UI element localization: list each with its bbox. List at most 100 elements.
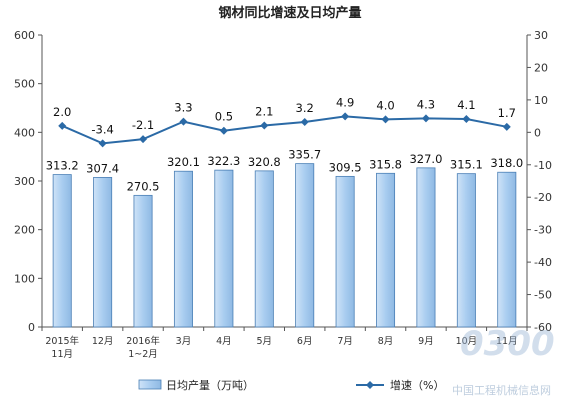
x-tick-label: 9月 — [418, 336, 434, 347]
line-point — [381, 115, 390, 124]
bar-data-label: 322.3 — [207, 154, 240, 168]
y-right-tick-label: -20 — [534, 191, 552, 204]
x-tick-label: 2016年 1~2月 — [126, 335, 160, 360]
bar-data-label: 307.4 — [86, 161, 119, 175]
bar-data-label: 335.7 — [288, 148, 321, 162]
line-data-label: 4.0 — [376, 98, 394, 112]
x-tick-label: 3月 — [176, 336, 192, 347]
bar-data-label: 318.0 — [490, 156, 523, 170]
watermark: 0300 中国工程机械信息网 — [452, 324, 555, 397]
legend-bar-swatch — [138, 379, 162, 390]
x-tick-label-line: 4月 — [216, 336, 232, 347]
line-data-label: 0.5 — [215, 110, 233, 124]
x-tick-label-line: 9月 — [418, 336, 434, 347]
y-right-tick-label: -60 — [534, 321, 552, 334]
y-left-tick-label: 500 — [14, 78, 35, 91]
bar-data-label: 327.0 — [409, 152, 442, 166]
x-tick-label: 11月 — [496, 336, 518, 347]
watermark-site: 中国工程机械信息网 — [452, 383, 551, 397]
line-data-label: -3.4 — [91, 122, 113, 136]
line-data-label: 3.2 — [296, 101, 314, 115]
y-left-tick-label: 300 — [14, 175, 35, 188]
line-data-label: 4.9 — [336, 95, 354, 109]
bar — [335, 175, 355, 328]
line-data-label: 4.1 — [457, 98, 475, 112]
x-tick-label: 5月 — [257, 336, 273, 347]
legend-line-label: 增速（%） — [390, 378, 444, 392]
x-tick-label: 7月 — [337, 336, 353, 347]
bar — [295, 163, 315, 328]
bar-data-label: 315.1 — [450, 158, 483, 172]
bar — [497, 171, 517, 328]
line-data-label: 4.3 — [417, 97, 435, 111]
y-left-tick-label: 600 — [14, 29, 35, 42]
x-tick-label-line: 3月 — [176, 336, 192, 347]
line-point — [179, 117, 188, 126]
y-left-tick-label: 100 — [14, 272, 35, 285]
bar — [254, 170, 274, 328]
x-tick-label-line: 8月 — [378, 336, 394, 347]
x-tick-label: 4月 — [216, 336, 232, 347]
y-right-tick-label: -30 — [534, 224, 552, 237]
x-tick-label: 10月 — [456, 336, 478, 347]
axes: 0 100 200 300 400 500 600 -60 -50 -40 -30 -20 -10 0 10… — [14, 29, 552, 334]
x-tick-label-line: 2016年 — [126, 335, 160, 347]
x-tick-label: 6月 — [297, 336, 313, 347]
line-point — [300, 117, 309, 126]
bar — [214, 169, 234, 328]
bar — [133, 194, 153, 328]
bars — [52, 163, 517, 328]
line-point — [462, 115, 471, 124]
chart-title: 钢材同比增速及日均产量 — [218, 5, 361, 21]
x-tick-label-line: 1~2月 — [128, 349, 158, 360]
y-left-tick-label: 0 — [28, 321, 35, 334]
bar — [416, 167, 436, 328]
data-labels: 313.2 307.4 270.5 320.1 322.3 320.8 335.7 309.5… — [46, 95, 524, 193]
line-point — [421, 114, 430, 123]
y-left-tick-label: 400 — [14, 126, 35, 139]
bar-data-label: 313.2 — [46, 159, 79, 173]
bar-data-label: 270.5 — [127, 179, 160, 193]
bar — [93, 176, 113, 328]
bar-data-label: 320.8 — [248, 155, 281, 169]
y-left-tick-label: 200 — [14, 224, 35, 237]
line-point — [341, 112, 350, 121]
line-point — [502, 122, 511, 131]
x-tick-labels: 2015年 11月 12月 2016年 1~2月 3月 4月 5月 6月 7月 8月 9月 10月 11月 — [45, 335, 517, 360]
x-tick-label-line: 2015年 — [45, 335, 79, 347]
line-data-label: 1.7 — [498, 106, 516, 120]
line-point — [139, 135, 148, 144]
line-point — [260, 121, 269, 130]
legend: 日均产量（万吨） 增速（%） — [138, 378, 444, 392]
y-right-tick-label: 20 — [534, 61, 548, 74]
y-right-tick-label: -10 — [534, 159, 552, 172]
growth-line-path — [61, 115, 507, 145]
y-right-tick-label: -50 — [534, 289, 552, 302]
x-tick-label: 12月 — [92, 336, 114, 347]
y-right-tick-label: -40 — [534, 256, 552, 269]
x-tick-label-line: 11月 — [51, 349, 73, 360]
x-tick-label: 2015年 11月 — [45, 335, 79, 360]
legend-bar-label: 日均产量（万吨） — [166, 378, 254, 392]
legend-line-marker — [366, 381, 374, 389]
x-tick-label-line: 12月 — [92, 336, 114, 347]
bar-data-label: 309.5 — [329, 160, 362, 174]
growth-line — [58, 112, 511, 148]
x-tick-label-line: 7月 — [337, 336, 353, 347]
line-data-label: 2.1 — [255, 105, 273, 119]
line-point — [58, 121, 67, 130]
y-right-tick-label: 0 — [534, 126, 541, 139]
watermark-number: 0300 — [460, 324, 555, 364]
x-tick-label-line: 6月 — [297, 336, 313, 347]
y-right-tick-label: 10 — [534, 94, 548, 107]
bar — [456, 173, 476, 328]
x-tick-label-line: 10月 — [456, 336, 478, 347]
x-tick-label: 8月 — [378, 336, 394, 347]
bar — [52, 174, 72, 328]
line-point — [219, 126, 228, 135]
bar — [173, 170, 193, 328]
bar-data-label: 315.8 — [369, 157, 402, 171]
y-right-tick-label: 30 — [534, 29, 548, 42]
bar-data-label: 320.1 — [167, 155, 200, 169]
